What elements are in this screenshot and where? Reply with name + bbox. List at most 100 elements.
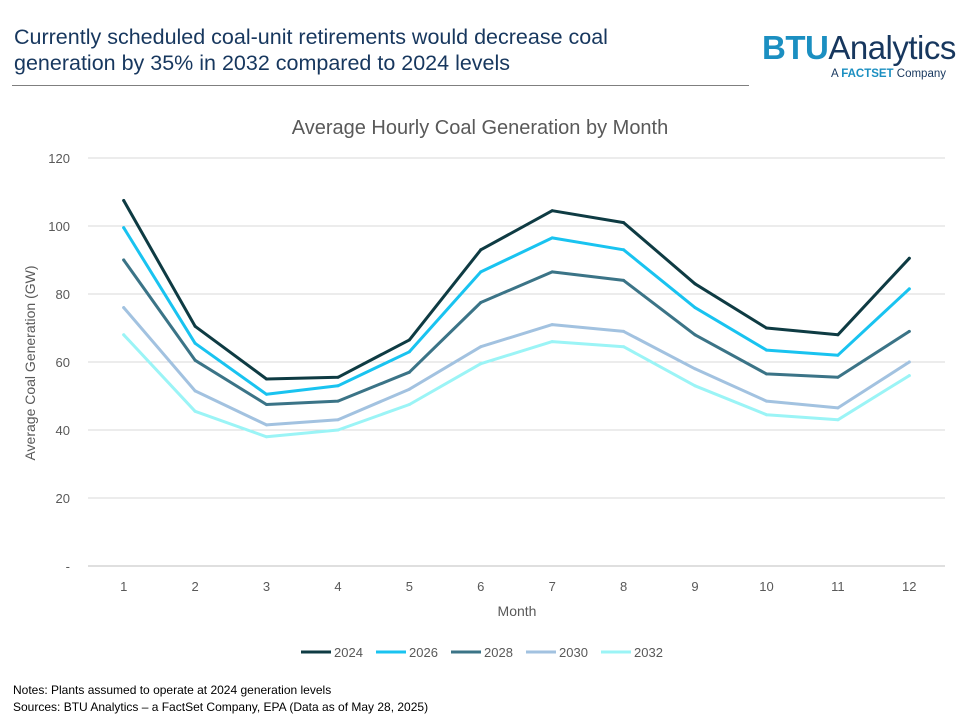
logo-analytics: Analytics: [828, 29, 956, 66]
headline-line-2: generation by 35% in 2032 compared to 20…: [14, 51, 511, 75]
data-point: [122, 333, 126, 337]
legend-item-2028: 2028: [451, 645, 513, 660]
data-point: [693, 384, 697, 388]
data-point: [764, 326, 768, 330]
series-line-2024: [122, 199, 911, 381]
data-point: [836, 375, 840, 379]
data-point: [193, 389, 197, 393]
data-point: [550, 209, 554, 213]
data-point: [479, 301, 483, 304]
x-axis-ticks: 1 2 3 4 5 6 7 8 9 10 11 12: [120, 579, 916, 594]
legend-label: 2028: [484, 645, 513, 660]
data-point: [836, 406, 840, 410]
data-point: [764, 372, 768, 376]
x-tick-label: 6: [477, 579, 484, 594]
chart-legend: 2024 2026 2028 2030 2032: [301, 645, 663, 660]
data-point: [265, 377, 269, 381]
logo-tagline-prefix: A: [830, 68, 842, 80]
headline-divider: [12, 85, 749, 86]
logo-btu: BTU: [762, 29, 829, 66]
data-point: [550, 236, 554, 240]
data-point: [836, 418, 840, 422]
series-2026: [122, 226, 911, 396]
data-point: [550, 323, 554, 327]
data-point: [907, 287, 911, 291]
y-axis-ticks: - 20 40 60 80 100 120: [48, 151, 70, 574]
data-point: [407, 370, 411, 374]
data-point: [407, 403, 411, 406]
y-axis-title: Average Coal Generation (GW): [22, 265, 38, 460]
data-point: [193, 409, 197, 413]
data-point: [265, 403, 269, 406]
headline: Currently scheduled coal-unit retirement…: [14, 24, 734, 76]
series-line-2030: [122, 306, 911, 427]
data-point: [407, 338, 411, 342]
data-point: [265, 423, 269, 427]
x-tick-label: 10: [759, 579, 773, 594]
data-point: [622, 248, 626, 252]
headline-line-1: Currently scheduled coal-unit retirement…: [14, 25, 608, 49]
data-point: [122, 226, 126, 230]
data-point: [836, 353, 840, 357]
data-point: [693, 306, 697, 310]
legend-item-2024: 2024: [301, 645, 363, 660]
data-point: [764, 413, 768, 417]
data-point: [265, 435, 269, 439]
data-point: [693, 333, 697, 337]
data-point: [336, 428, 340, 432]
data-point: [479, 362, 483, 366]
data-point: [122, 306, 126, 310]
x-tick-label: 11: [831, 579, 845, 594]
logo-wordmark: BTUAnalytics: [762, 29, 956, 66]
x-tick-label: 3: [263, 579, 270, 594]
data-point: [265, 392, 269, 396]
data-point: [836, 333, 840, 337]
data-point: [336, 375, 340, 379]
x-tick-label: 2: [192, 579, 199, 594]
legend-label: 2026: [409, 645, 438, 660]
data-point: [907, 329, 911, 333]
x-tick-label: 5: [406, 579, 413, 594]
y-tick-label: 120: [48, 151, 70, 166]
series-line-2032: [122, 333, 911, 439]
data-point: [336, 384, 340, 388]
chart-title: Average Hourly Coal Generation by Month: [292, 117, 669, 139]
legend-item-2030: 2030: [526, 645, 588, 660]
data-point: [622, 345, 626, 349]
data-point: [407, 387, 411, 391]
data-point: [407, 350, 411, 354]
data-point: [193, 358, 197, 362]
data-point: [479, 248, 483, 252]
y-tick-label: 80: [56, 287, 70, 302]
data-point: [122, 199, 126, 202]
data-point: [622, 221, 626, 225]
x-tick-label: 9: [691, 579, 698, 594]
data-point: [622, 329, 626, 333]
data-point: [479, 345, 483, 349]
data-point: [622, 278, 626, 282]
x-tick-label: 8: [620, 579, 627, 594]
x-tick-label: 1: [120, 579, 127, 594]
series-2024: [122, 199, 911, 381]
y-tick-label: 60: [56, 355, 70, 370]
chart-gridlines: [88, 157, 945, 567]
legend-label: 2030: [559, 645, 588, 660]
notes-line: Notes: Plants assumed to operate at 2024…: [13, 683, 332, 697]
logo-tagline: A FACTSET Company: [831, 68, 946, 80]
btu-analytics-logo: BTUAnalytics A FACTSET Company: [762, 29, 956, 86]
data-point: [693, 282, 697, 286]
x-axis-title: Month: [498, 603, 537, 619]
data-point: [336, 418, 340, 422]
logo-tagline-suffix: Company: [893, 68, 946, 80]
chart-notes: Notes: Plants assumed to operate at 2024…: [13, 682, 428, 716]
legend-item-2032: 2032: [601, 645, 663, 660]
series-2032: [122, 333, 911, 439]
x-tick-label: 7: [549, 579, 556, 594]
data-point: [122, 258, 126, 262]
x-tick-label: 4: [334, 579, 341, 594]
data-point: [907, 360, 911, 364]
series-line-2028: [122, 258, 911, 406]
series-2030: [122, 306, 911, 427]
sources-line: Sources: BTU Analytics – a FactSet Compa…: [13, 700, 429, 714]
y-tick-label: 20: [56, 491, 70, 506]
